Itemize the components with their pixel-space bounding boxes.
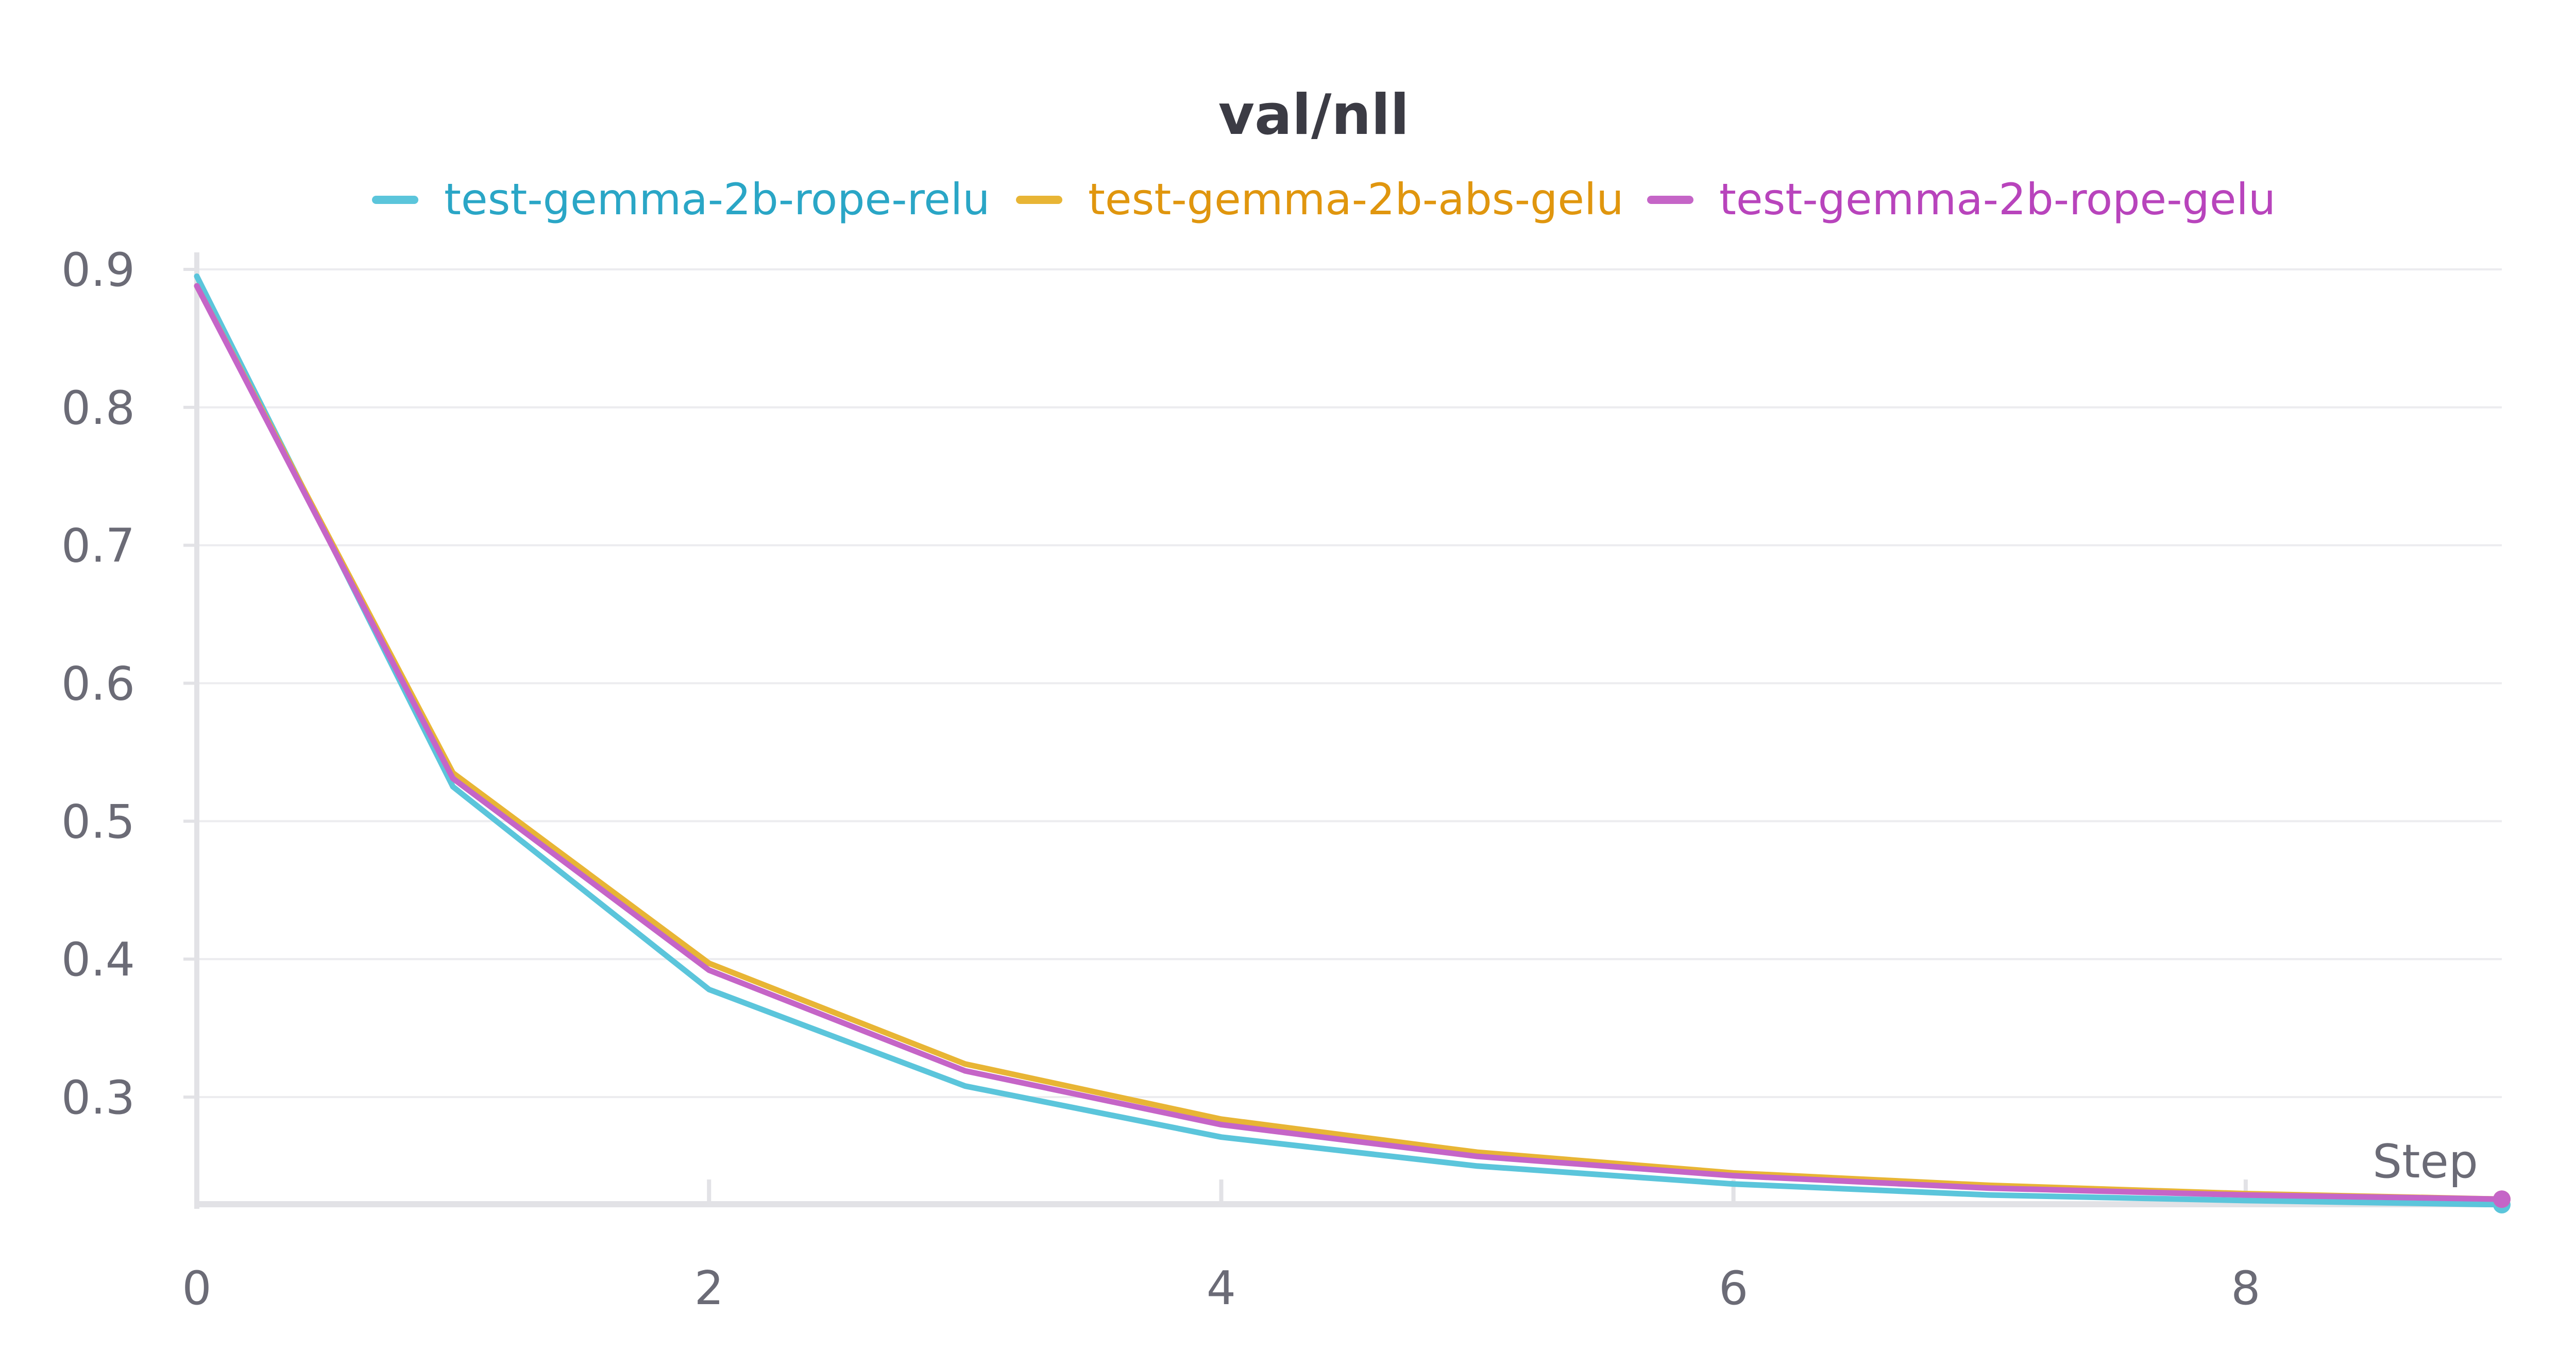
x-tick-label: 8 xyxy=(2231,1261,2260,1315)
legend-item: test-gemma-2b-abs-gelu xyxy=(1016,174,1624,225)
y-axis-ticks: 0.3 0.4 0.5 0.6 0.7 0.8 0.9 xyxy=(61,243,197,1125)
series-line-test-gemma-2b-rope-gelu xyxy=(194,283,2505,1202)
axes xyxy=(194,252,2502,1209)
x-axis-ticks: 0 2 4 6 8 xyxy=(182,1179,2261,1315)
y-tick-label: 0.8 xyxy=(61,381,135,435)
x-tick-label: 6 xyxy=(1719,1261,1748,1315)
legend-label: test-gemma-2b-rope-gelu xyxy=(1719,174,2276,225)
y-tick-label: 0.6 xyxy=(61,657,135,711)
x-tick-label: 2 xyxy=(694,1261,724,1315)
legend: test-gemma-2b-rope-relu test-gemma-2b-abs… xyxy=(372,174,2276,225)
grid-lines xyxy=(197,268,2502,1098)
x-tick-label: 0 xyxy=(182,1261,211,1315)
series-lines xyxy=(194,273,2511,1213)
y-tick-label: 0.9 xyxy=(61,243,135,297)
series-line-test-gemma-2b-rope-relu xyxy=(194,273,2505,1208)
legend-label: test-gemma-2b-rope-relu xyxy=(444,174,990,225)
series-end-marker xyxy=(2493,1190,2511,1208)
legend-item: test-gemma-2b-rope-relu xyxy=(372,174,990,225)
x-axis-label: Step xyxy=(2372,1135,2478,1189)
legend-item: test-gemma-2b-rope-gelu xyxy=(1647,174,2276,225)
x-tick-label: 4 xyxy=(1207,1261,1236,1315)
y-tick-label: 0.5 xyxy=(61,795,135,849)
legend-label: test-gemma-2b-abs-gelu xyxy=(1088,174,1624,225)
y-tick-label: 0.4 xyxy=(61,933,135,987)
chart-title: val/nll xyxy=(1218,83,1410,147)
y-tick-label: 0.7 xyxy=(61,519,135,573)
y-tick-label: 0.3 xyxy=(61,1071,135,1125)
series-line-test-gemma-2b-abs-gelu xyxy=(194,283,2505,1202)
